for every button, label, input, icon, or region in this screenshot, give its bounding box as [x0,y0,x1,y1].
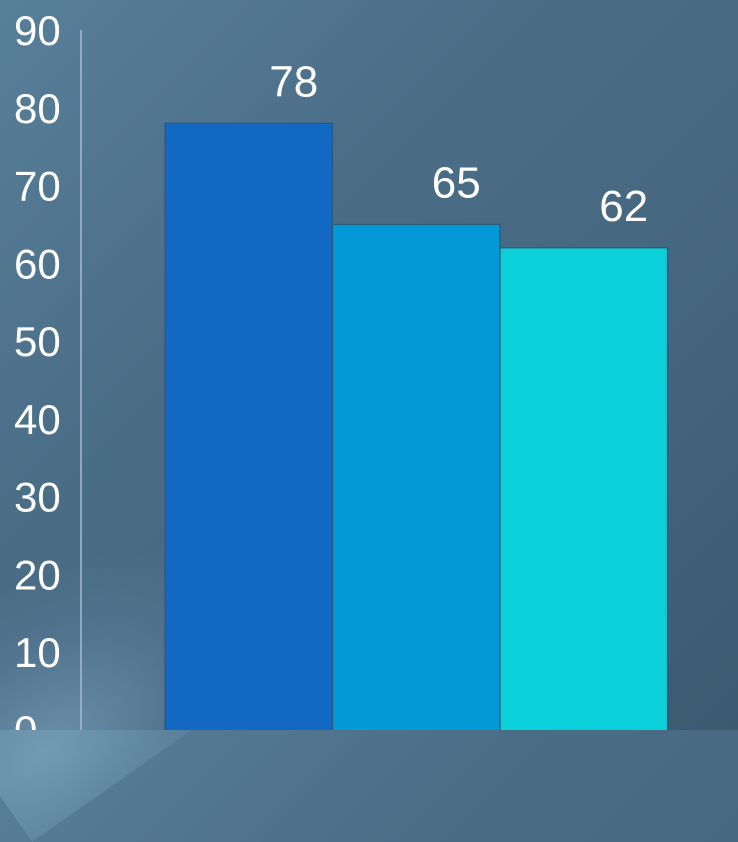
bar [499,247,669,730]
y-tick-label: 70 [14,163,61,210]
y-tick-label: 30 [14,474,61,521]
y-tick-label: 10 [14,629,61,676]
data-label: 62 [599,182,648,231]
data-label: 65 [432,158,481,207]
y-tick-label: 0 [14,707,37,730]
data-label: 78 [269,57,318,106]
y-tick-label: 20 [14,551,61,598]
y-tick-label: 40 [14,396,61,443]
y-tick-label: 60 [14,240,61,287]
bar-chart: 0 10 20 30 40 50 60 70 80 90 78 65 62 [14,7,669,730]
bars [164,122,669,730]
y-tick-label: 80 [14,85,61,132]
bar [164,122,334,730]
bar [331,223,501,730]
y-axis-ticks: 0 10 20 30 40 50 60 70 80 90 [14,7,61,730]
y-tick-label: 90 [14,7,61,54]
data-labels: 78 65 62 [269,57,648,230]
y-tick-label: 50 [14,318,61,365]
